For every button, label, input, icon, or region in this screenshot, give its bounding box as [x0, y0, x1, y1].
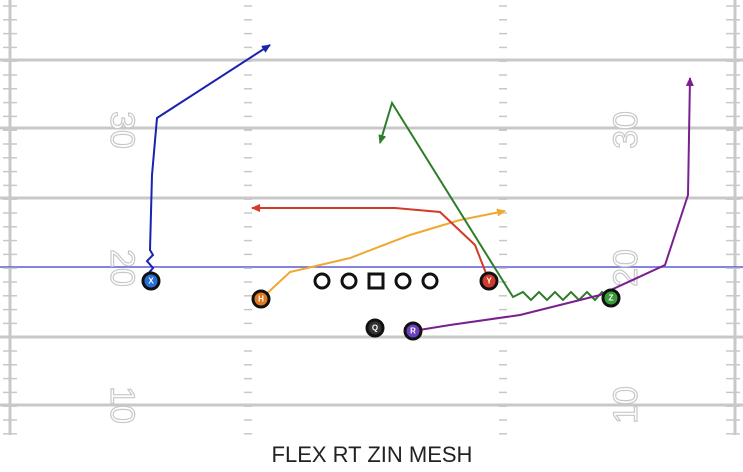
- yard-number: 10: [607, 386, 645, 424]
- lineman: [421, 272, 439, 290]
- yard-number: 10: [103, 386, 141, 424]
- yard-number: 20: [103, 249, 141, 287]
- field: [0, 0, 743, 435]
- route: [412, 77, 694, 332]
- yard-number: 30: [607, 111, 645, 149]
- linemen: [313, 272, 439, 290]
- yard-number: 20: [607, 249, 645, 287]
- players: X H Q R Y Z: [141, 271, 621, 341]
- player-marker: [479, 271, 499, 291]
- lineman: [394, 272, 412, 290]
- player-label: Z: [609, 294, 614, 303]
- player-label: Q: [372, 324, 378, 333]
- lineman: [313, 272, 331, 290]
- center: [367, 272, 385, 290]
- route: [145, 44, 271, 282]
- route: [251, 204, 490, 282]
- lineman: [340, 272, 358, 290]
- player-label: R: [410, 327, 416, 336]
- play-title: FLEX RT ZIN MESH: [272, 442, 473, 467]
- player-marker: [365, 318, 385, 338]
- player-label: Y: [486, 277, 492, 286]
- player-marker: [141, 271, 161, 291]
- player-marker: [601, 288, 621, 308]
- yard-number: 30: [103, 111, 141, 149]
- routes: [145, 44, 694, 332]
- player-label: H: [258, 295, 264, 304]
- player-marker: [251, 289, 271, 309]
- route: [378, 100, 612, 302]
- player-label: X: [148, 277, 154, 286]
- yard-numbers: 30 20 10 30 20 10: [102, 110, 645, 424]
- player-marker: [403, 321, 423, 341]
- route: [260, 208, 506, 300]
- hash-marks: [3, 5, 740, 435]
